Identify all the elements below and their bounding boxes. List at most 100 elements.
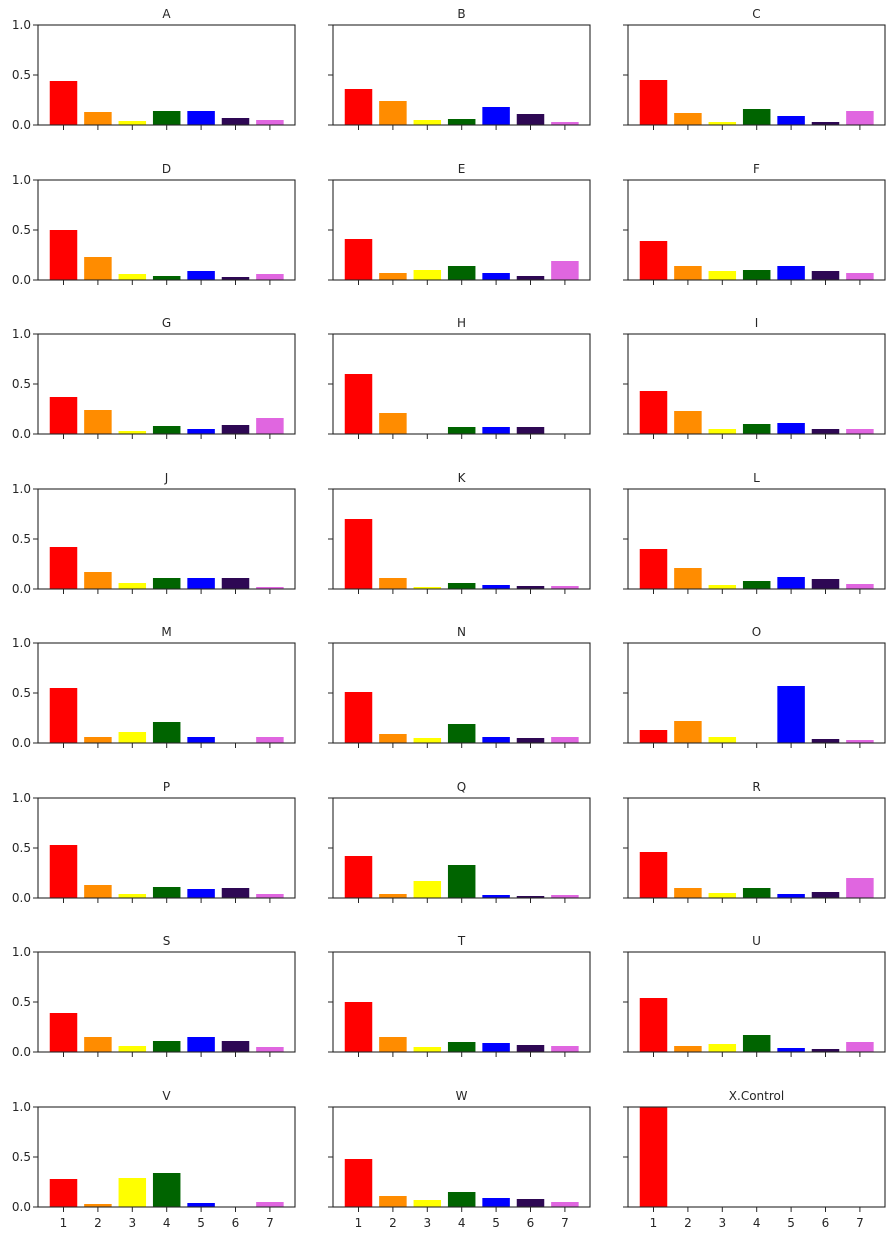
bar-7	[846, 429, 874, 434]
x-tick-label: 4	[458, 1216, 466, 1230]
panel-title: N	[457, 625, 466, 639]
panel-title: I	[755, 316, 759, 330]
panel-title: A	[162, 7, 171, 21]
bar-5	[187, 111, 215, 125]
bar-6	[516, 586, 545, 589]
panel-frame	[627, 642, 886, 744]
y-tick-label: 0.0	[12, 1045, 31, 1059]
panel-title: C	[752, 7, 760, 21]
bar-5	[482, 107, 510, 125]
bar-4	[742, 270, 771, 280]
bar-5	[187, 1203, 215, 1207]
y-tick-label: 0.0	[12, 891, 31, 905]
bar-1	[49, 81, 78, 125]
bar-6	[811, 122, 840, 125]
bar-4	[447, 1192, 476, 1207]
bar-2	[84, 410, 112, 434]
panel-o: O	[623, 625, 886, 748]
bar-6	[811, 429, 840, 434]
bar-3	[708, 893, 737, 898]
y-tick-label: 0.5	[12, 532, 31, 546]
panel-s: S 0.0 0.5 1.0	[12, 934, 296, 1059]
bar-1	[49, 688, 78, 743]
bar-1	[639, 1107, 668, 1207]
bar-4	[742, 1035, 771, 1052]
bar-5	[187, 737, 215, 743]
bar-4	[447, 865, 476, 898]
bar-3	[118, 1046, 147, 1052]
bar-3	[413, 120, 442, 125]
bar-3	[413, 270, 442, 280]
bar-7	[551, 895, 579, 898]
bar-6	[516, 427, 545, 434]
x-tick-label: 3	[718, 1216, 726, 1230]
panel-f: F	[623, 162, 886, 285]
panel-w: W 1 2 3 4 5 6 7	[328, 1089, 591, 1230]
bar-1	[344, 1002, 373, 1052]
bar-4	[447, 583, 476, 589]
bar-3	[118, 121, 147, 125]
x-tick-label: 1	[60, 1216, 68, 1230]
bar-3	[413, 881, 442, 898]
panel-p: P 0.0 0.5 1.0	[12, 780, 296, 905]
bar-6	[516, 1199, 545, 1207]
bar-7	[256, 120, 284, 125]
bar-1	[639, 852, 668, 898]
bar-4	[152, 887, 181, 898]
panel-title: B	[457, 7, 465, 21]
bar-1	[639, 241, 668, 280]
bar-5	[482, 1043, 510, 1052]
bar-2	[379, 1037, 407, 1052]
bar-5	[777, 266, 805, 280]
bar-3	[118, 732, 147, 743]
x-tick-label: 6	[232, 1216, 240, 1230]
bar-4	[447, 119, 476, 125]
bar-3	[708, 271, 737, 280]
panel-title: K	[458, 471, 467, 485]
y-tick-label: 1.0	[12, 173, 31, 187]
bar-5	[482, 273, 510, 280]
bar-5	[482, 895, 510, 898]
bar-2	[379, 273, 407, 280]
panel-title: Q	[457, 780, 466, 794]
x-tick-label: 7	[856, 1216, 864, 1230]
bar-4	[152, 426, 181, 434]
bar-5	[777, 1048, 805, 1052]
x-tick-label: 1	[650, 1216, 658, 1230]
x-tick-label: 3	[423, 1216, 431, 1230]
y-tick-label: 0.5	[12, 686, 31, 700]
x-tick-label: 7	[561, 1216, 569, 1230]
panel-a: A 0.0 0.5 1.0	[12, 7, 296, 132]
panel-title: O	[752, 625, 761, 639]
bar-1	[49, 1013, 78, 1052]
bar-2	[674, 888, 702, 898]
bar-2	[379, 734, 407, 743]
bar-5	[187, 1037, 215, 1052]
bar-7	[551, 1202, 579, 1207]
bar-4	[152, 276, 181, 280]
bar-4	[742, 424, 771, 434]
panel-title: T	[457, 934, 466, 948]
panel-g: G 0.0 0.5 1.0	[12, 316, 296, 441]
panel-title: F	[753, 162, 760, 176]
panel-title: J	[164, 471, 169, 485]
panel-r: R	[623, 780, 886, 903]
panel-title: E	[458, 162, 466, 176]
bar-3	[413, 587, 442, 589]
bar-6	[516, 114, 545, 125]
bar-7	[551, 261, 579, 280]
x-tick-label: 5	[787, 1216, 795, 1230]
bar-4	[152, 722, 181, 743]
panel-title: D	[162, 162, 171, 176]
x-tick-label: 4	[163, 1216, 171, 1230]
bar-7	[256, 894, 284, 898]
bar-2	[379, 413, 407, 434]
bar-5	[482, 427, 510, 434]
y-tick-label: 0.0	[12, 273, 31, 287]
panel-b: B	[328, 7, 591, 130]
bar-3	[118, 583, 147, 589]
bar-4	[742, 888, 771, 898]
y-tick-label: 0.0	[12, 1200, 31, 1214]
bar-7	[846, 111, 874, 125]
y-tick-label: 1.0	[12, 1100, 31, 1114]
